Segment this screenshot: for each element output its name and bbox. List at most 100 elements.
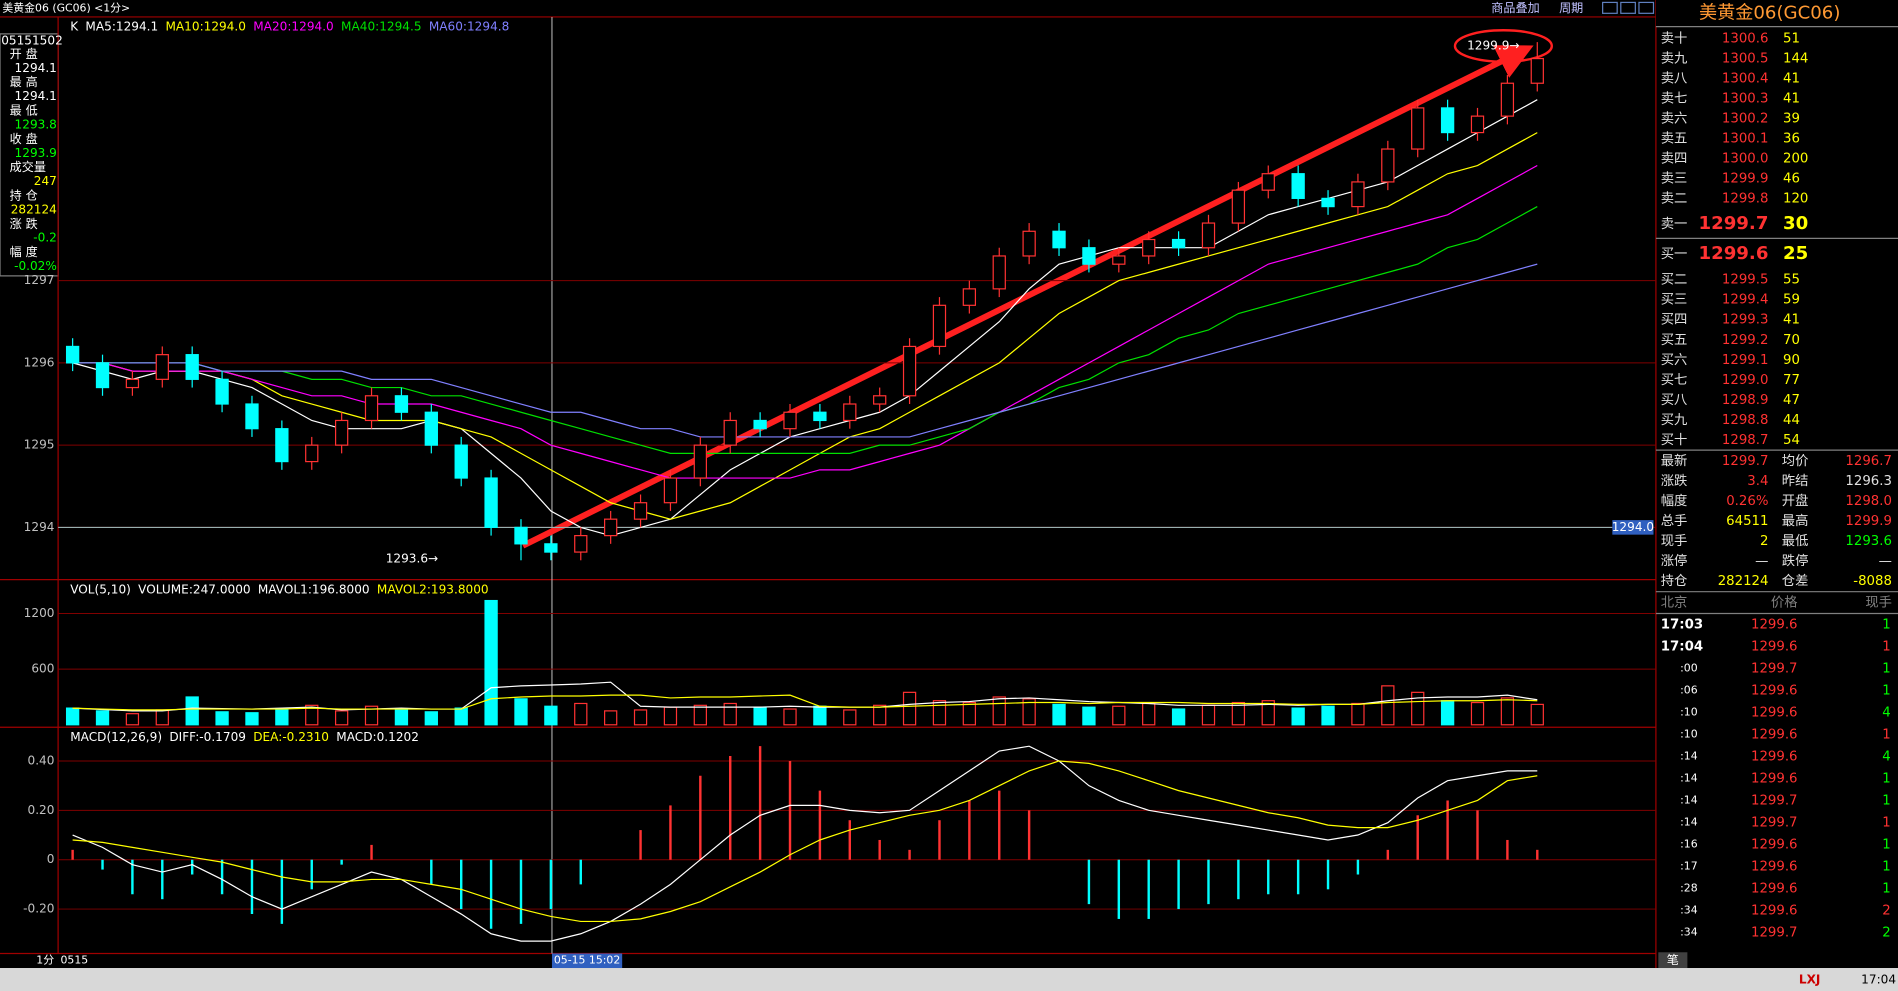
book-qty: 54 (1783, 433, 1800, 448)
book-label: 卖六 (1661, 111, 1688, 127)
icon[interactable] (1602, 1, 1618, 14)
trade-time: :34 (1680, 926, 1698, 939)
legend-entry: K (70, 19, 79, 33)
volume-bar (305, 704, 319, 726)
volume-bar (95, 710, 110, 726)
book-label: 卖七 (1661, 91, 1688, 107)
info-label: 开 盘 (10, 46, 38, 61)
line (72, 263, 1538, 438)
volume-bar (693, 704, 707, 726)
toolbar-button[interactable]: 周期 (1559, 1, 1583, 15)
trade-time: :06 (1680, 683, 1698, 696)
info-time: 05151502 (1, 34, 63, 48)
book-price: 1299.5 (1722, 273, 1769, 288)
icon[interactable] (1638, 1, 1655, 14)
info-label: 涨 跌 (10, 216, 38, 231)
stat-value: 1296.3 (1845, 474, 1892, 489)
candle-body (693, 444, 707, 479)
info-label: 最 低 (10, 104, 38, 118)
candle-body (454, 444, 468, 479)
book-label: 买五 (1661, 332, 1688, 348)
trade-price: 1299.6 (1751, 727, 1798, 742)
legend-entry: MA10:1294.0 (165, 19, 246, 33)
book-label: 买六 (1661, 352, 1688, 368)
stat-value: 1299.7 (1722, 454, 1769, 469)
y-tick-label: 0 (47, 852, 55, 866)
x-cursor: 05-15 15:02 (554, 954, 620, 967)
candle-body (962, 288, 977, 306)
book-qty: 200 (1783, 152, 1808, 167)
volume-bar (1112, 705, 1126, 726)
book-qty: 55 (1783, 273, 1800, 288)
stat-label: 开盘 (1782, 492, 1809, 509)
book-label: 卖二 (1661, 190, 1688, 206)
volume-bar (65, 707, 80, 726)
trade-time: :16 (1680, 838, 1698, 851)
volume-bar (783, 708, 797, 726)
stat-value: — (1879, 554, 1892, 569)
book-price: 1300.4 (1722, 72, 1769, 87)
stat-label: 现手 (1661, 533, 1688, 549)
info-value: 247 (34, 174, 57, 188)
line (72, 681, 1538, 712)
stat-value: 1299.9 (1845, 514, 1892, 529)
trade-price: 1299.6 (1751, 617, 1798, 632)
stat-label: 跌停 (1782, 552, 1809, 569)
candle-body (753, 419, 767, 430)
candle-body (1381, 148, 1395, 183)
volume-bar (1411, 691, 1425, 726)
book-price: 1299.2 (1722, 333, 1769, 348)
tab[interactable] (1658, 952, 1688, 969)
candle-body (932, 304, 947, 348)
y-tick-label: 1295 (24, 438, 55, 452)
legend-entry: MACD:0.1202 (336, 729, 419, 743)
info-label: 成交量 (10, 159, 46, 174)
trade-qty: 2 (1882, 926, 1890, 941)
volume-bar (454, 707, 468, 726)
candle-body (544, 543, 558, 553)
volume-bar (334, 710, 349, 726)
stat-label: 涨跌 (1661, 473, 1688, 489)
trades-header: 现手 (1865, 595, 1892, 611)
book-price: 1300.1 (1722, 132, 1769, 147)
volume-bar (1231, 701, 1246, 726)
volume-bar (843, 709, 857, 726)
trade-time: :17 (1680, 860, 1698, 873)
trade-qty: 1 (1882, 727, 1890, 742)
volume-bar (813, 705, 827, 726)
trade-price: 1299.6 (1751, 705, 1798, 720)
candle-body (1530, 57, 1544, 84)
reference-label: 1294.0 (1612, 520, 1654, 534)
book-qty: 44 (1783, 413, 1800, 428)
info-label: 最 高 (10, 74, 38, 89)
legend-entry: MA20:1294.0 (253, 19, 334, 33)
y-tick-label: 1297 (24, 273, 55, 287)
candle-body (394, 395, 409, 413)
y-tick-label: 1200 (24, 606, 55, 620)
book-qty: 51 (1783, 32, 1800, 47)
volume-bar (155, 709, 169, 726)
volume-bar (1171, 708, 1186, 726)
line (72, 206, 1538, 454)
stat-value: 3.4 (1747, 474, 1768, 489)
book-qty: 59 (1783, 293, 1800, 308)
icon[interactable] (1620, 1, 1636, 14)
book-price: 1298.9 (1722, 393, 1769, 408)
stat-label: 均价 (1782, 453, 1809, 469)
status-brand: LXJ (1799, 973, 1821, 987)
book-price: 1299.7 (1698, 213, 1768, 234)
candle-body (1231, 189, 1246, 224)
info-value: 1293.9 (15, 146, 57, 160)
legend-entry: DIFF:-0.1709 (169, 729, 246, 743)
candle-body (334, 419, 349, 446)
trade-time: 17:04 (1661, 639, 1703, 654)
volume-bar (484, 599, 498, 726)
candle-body (305, 444, 319, 463)
book-label: 卖九 (1661, 51, 1688, 67)
quote-title: 美黄金06(GC06) (1699, 2, 1840, 23)
trade-qty: 1 (1882, 617, 1890, 632)
toolbar-button[interactable]: 商品叠加 (1491, 0, 1539, 15)
book-qty: 120 (1783, 191, 1808, 206)
book-price: 1299.4 (1722, 293, 1769, 308)
volume-bar (1052, 703, 1066, 726)
